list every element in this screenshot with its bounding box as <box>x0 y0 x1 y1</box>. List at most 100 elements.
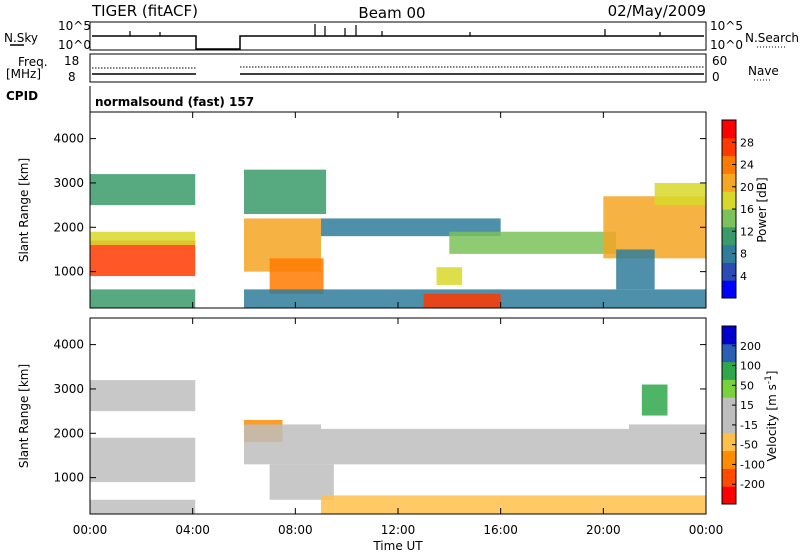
velocity-panel: 1000 2000 3000 4000 Slant Range [km] -200 -1… <box>17 112 779 553</box>
velocity-colorbar-label-main: Velocity [m s <box>765 384 779 461</box>
power-region <box>436 267 463 285</box>
velocity-colorbar-swatch <box>722 486 736 505</box>
power-colorbar-tick-label: 24 <box>740 159 754 172</box>
velocity-region <box>269 464 334 500</box>
power-y-tick-label: 3000 <box>53 176 84 190</box>
freq-panel: Freq. [MHz] 18 8 60 0 Nave <box>6 53 779 84</box>
power-y-ticks: 1000 2000 3000 4000 <box>53 132 706 279</box>
velocity-region <box>321 495 706 514</box>
freq-unit: [MHz] <box>6 67 41 81</box>
velocity-colorbar-label-exp: -1 <box>764 375 774 384</box>
power-region <box>244 169 327 214</box>
power-region <box>90 174 196 206</box>
power-heatmap-cells <box>90 169 706 308</box>
velocity-region <box>90 380 196 412</box>
velocity-region <box>629 424 706 465</box>
freq-label: Freq. <box>18 55 48 69</box>
power-region <box>90 289 196 308</box>
power-colorbar-swatch <box>722 191 736 210</box>
cpid-label: CPID <box>6 89 38 103</box>
velocity-colorbar-tick-label: -50 <box>740 439 758 452</box>
power-colorbar-swatch <box>722 226 736 246</box>
power-colorbar-swatch <box>722 137 736 157</box>
velocity-y-tick-label: 2000 <box>53 426 84 440</box>
velocity-colorbar-swatch <box>722 468 736 487</box>
velocity-colorbar-swatch <box>722 379 736 398</box>
time-axis-label: Time UT <box>372 539 423 553</box>
velocity-region <box>321 428 629 465</box>
velocity-colorbar-tick-label: -15 <box>740 419 758 432</box>
power-colorbar-swatch <box>722 209 736 228</box>
power-region <box>90 231 196 246</box>
velocity-colorbar-swatch <box>722 343 736 363</box>
freq-tick-high: 18 <box>64 54 79 68</box>
velocity-colorbar-swatch <box>722 450 736 469</box>
power-colorbar-tick-label: 12 <box>740 225 754 238</box>
power-region <box>423 293 501 308</box>
velocity-y-ticks: 1000 2000 3000 4000 <box>53 338 706 485</box>
power-y-tick-label: 4000 <box>53 132 84 146</box>
time-tick-label: 00:00 <box>689 523 724 537</box>
time-tick-label: 00:00 <box>73 523 108 537</box>
nsearch-label: N.Search <box>745 31 799 45</box>
velocity-colorbar-swatch <box>722 397 736 416</box>
power-colorbar-swatch <box>722 280 736 299</box>
station-title: TIGER (fitACF) <box>91 2 198 20</box>
nave-tick-high: 60 <box>712 54 727 68</box>
power-colorbar-swatch <box>722 155 736 174</box>
power-colorbar-tick-label: 16 <box>740 203 754 216</box>
power-colorbar-swatch <box>722 262 736 281</box>
power-region <box>654 182 706 206</box>
power-colorbar-tick-label: 20 <box>740 181 754 194</box>
time-tick-label: 16:00 <box>483 523 518 537</box>
power-region <box>616 249 655 290</box>
noise-tick-high: 10^5 <box>58 19 91 33</box>
velocity-colorbar-tick-label: -200 <box>740 478 765 491</box>
power-region <box>90 240 196 277</box>
velocity-y-axis-label: Slant Range [km] <box>17 364 31 468</box>
power-colorbar-tick-label: 4 <box>740 270 747 283</box>
freq-tick-low: 8 <box>68 70 76 84</box>
time-tick-label: 12:00 <box>381 523 416 537</box>
power-y-tick-label: 2000 <box>53 220 84 234</box>
noise-panel: N.Sky 10^5 10^0 10^5 10^0 N.Search <box>4 19 799 52</box>
velocity-heatmap-cells <box>90 380 706 514</box>
cpid-value: normalsound (fast) 157 <box>95 95 254 109</box>
power-y-tick-label: 1000 <box>53 265 84 279</box>
velocity-y-tick-label: 4000 <box>53 338 84 352</box>
power-colorbar-swatch <box>722 120 736 139</box>
noise-tick-high-right: 10^5 <box>710 19 743 33</box>
velocity-region <box>90 437 196 483</box>
nsky-spikes <box>129 24 661 36</box>
nave-trace <box>92 66 704 69</box>
power-colorbar-tick-label: 28 <box>740 136 754 149</box>
beam-title: Beam 00 <box>358 4 425 22</box>
date-title: 02/May/2009 <box>608 2 706 20</box>
nsky-trace <box>92 35 704 50</box>
velocity-colorbar-tick-label: 15 <box>740 399 754 412</box>
velocity-region <box>90 499 196 514</box>
velocity-colorbar-frame <box>721 325 737 505</box>
velocity-colorbar-tick-label: -100 <box>740 458 765 471</box>
velocity-colorbar-tick-label: 50 <box>740 379 754 392</box>
power-panel: 1000 2000 3000 4000 Slant Range [km] 4 8 12 16… <box>17 111 769 309</box>
velocity-y-tick-label: 1000 <box>53 471 84 485</box>
power-region <box>449 231 617 254</box>
velocity-colorbar-swatch <box>722 361 736 380</box>
noise-tick-low-right: 10^0 <box>710 38 743 52</box>
time-tick-label: 04:00 <box>175 523 210 537</box>
velocity-colorbar-swatch <box>722 415 736 434</box>
velocity-region <box>641 384 668 416</box>
velocity-colorbar-tick-label: 200 <box>740 340 761 353</box>
velocity-colorbar-tick-label: 100 <box>740 360 761 373</box>
nave-tick-low: 0 <box>712 70 720 84</box>
power-region <box>269 258 324 294</box>
velocity-colorbar-label: Velocity [m s-1] <box>764 371 779 462</box>
time-x-ticks: 00:00 04:00 08:00 12:00 16:00 20:00 00:00 <box>73 112 724 537</box>
power-y-axis-label: Slant Range [km] <box>17 158 31 262</box>
power-colorbar: 4 8 12 16 20 24 28 <box>721 119 754 299</box>
velocity-y-tick-label: 3000 <box>53 382 84 396</box>
power-colorbar-tick-label: 8 <box>740 248 747 261</box>
noise-tick-low: 10^0 <box>58 38 91 52</box>
